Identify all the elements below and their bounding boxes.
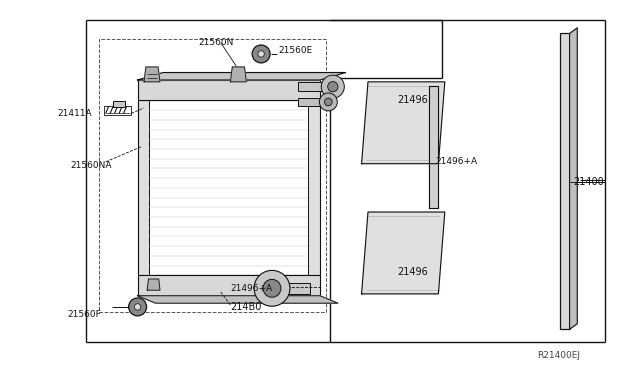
- Circle shape: [324, 98, 332, 106]
- Circle shape: [258, 51, 264, 57]
- Circle shape: [263, 279, 281, 297]
- Text: 21560F: 21560F: [67, 310, 101, 319]
- Bar: [298, 82, 323, 91]
- Polygon shape: [144, 67, 160, 82]
- Text: 21496+A: 21496+A: [435, 157, 477, 166]
- Bar: [298, 98, 320, 106]
- Text: 21400: 21400: [573, 177, 604, 187]
- Polygon shape: [362, 82, 445, 164]
- Polygon shape: [138, 296, 338, 303]
- Text: 21560E: 21560E: [278, 46, 313, 55]
- Text: 21560NA: 21560NA: [70, 161, 112, 170]
- Bar: [272, 283, 310, 294]
- Bar: [138, 275, 320, 296]
- Polygon shape: [429, 86, 438, 208]
- Bar: [113, 101, 125, 107]
- Text: 214B0: 214B0: [230, 302, 262, 312]
- Bar: [560, 33, 570, 329]
- Text: 21411A: 21411A: [58, 109, 92, 118]
- Circle shape: [319, 93, 337, 111]
- Text: 21496+A: 21496+A: [230, 284, 273, 293]
- Bar: [99, 39, 326, 312]
- Polygon shape: [138, 73, 346, 80]
- Bar: [308, 100, 320, 275]
- Circle shape: [328, 81, 338, 92]
- Circle shape: [321, 75, 344, 98]
- Bar: [138, 80, 320, 100]
- Polygon shape: [147, 279, 160, 290]
- Bar: [138, 100, 320, 275]
- Bar: [138, 100, 149, 275]
- Bar: [104, 106, 131, 115]
- Text: 21496: 21496: [397, 96, 428, 105]
- Text: R21400EJ: R21400EJ: [538, 351, 580, 360]
- Circle shape: [252, 45, 270, 63]
- Text: 21496: 21496: [397, 267, 428, 276]
- Text: 21560N: 21560N: [198, 38, 234, 47]
- Polygon shape: [362, 212, 445, 294]
- Polygon shape: [230, 67, 246, 82]
- Polygon shape: [570, 28, 577, 329]
- Circle shape: [129, 298, 147, 316]
- Circle shape: [254, 270, 290, 306]
- Circle shape: [134, 304, 141, 310]
